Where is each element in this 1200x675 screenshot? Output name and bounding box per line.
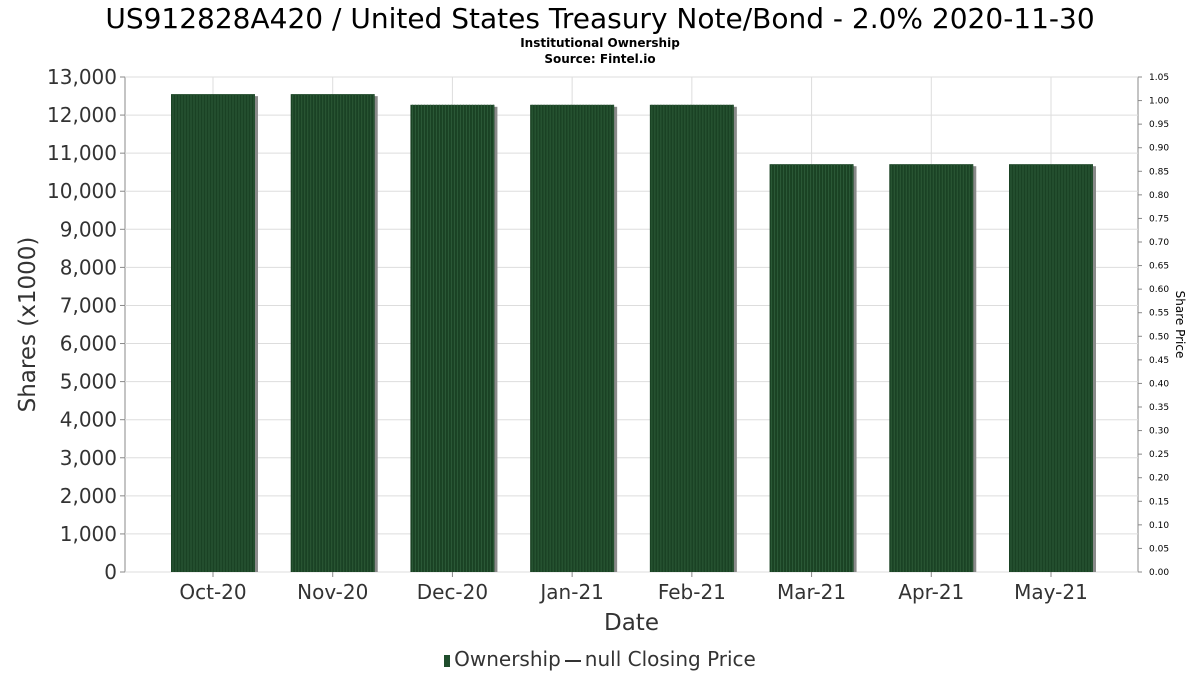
- y2-tick-label: 0.25: [1149, 450, 1169, 460]
- x-tick-label: Nov-20: [297, 580, 368, 604]
- y-tick-label: 10,000: [47, 179, 117, 203]
- y2-tick-label: 0.90: [1149, 144, 1169, 154]
- x-tick-label: Dec-20: [417, 580, 488, 604]
- y-tick-label: 2,000: [60, 484, 117, 508]
- bar-texture: [651, 104, 734, 572]
- bar-texture: [531, 104, 614, 572]
- x-tick-label: May-21: [1014, 580, 1088, 604]
- y2-tick-label: 0.20: [1149, 474, 1169, 484]
- y2-tick-label: 0.75: [1149, 214, 1169, 224]
- x-tick-label: Oct-20: [179, 580, 246, 604]
- y2-tick-label: 0.95: [1149, 120, 1169, 130]
- y2-tick-label: 0.65: [1149, 262, 1169, 272]
- price-legend-label: null Closing Price: [584, 647, 756, 671]
- bar-texture: [172, 94, 255, 572]
- y-tick-label: 12,000: [47, 103, 117, 127]
- y2-tick-label: 0.30: [1149, 427, 1169, 437]
- y2-tick-label: 1.05: [1149, 73, 1169, 83]
- price-legend-line: [564, 659, 581, 662]
- y-tick-label: 4,000: [60, 408, 117, 432]
- y2-tick-label: 0.60: [1149, 285, 1169, 295]
- y-tick-label: 0: [104, 560, 117, 584]
- y-tick-label: 1,000: [60, 522, 117, 546]
- y-tick-label: 5,000: [60, 370, 117, 394]
- y2-tick-label: 0.00: [1149, 568, 1169, 578]
- y-tick-label: 7,000: [60, 293, 117, 317]
- chart-source: Source: Fintel.io: [544, 52, 656, 66]
- chart-title: US912828A420 / United States Treasury No…: [105, 2, 1095, 35]
- chart-subtitle: Institutional Ownership: [520, 36, 680, 50]
- y2-tick-label: 0.45: [1149, 356, 1169, 366]
- y2-tick-label: 0.55: [1149, 309, 1169, 319]
- y2-tick-label: 0.85: [1149, 167, 1169, 177]
- y-tick-label: 13,000: [47, 65, 117, 89]
- bar-texture: [771, 164, 854, 572]
- ownership-legend-swatch: [444, 654, 451, 667]
- y2-tick-label: 0.15: [1149, 497, 1169, 507]
- bar-texture: [292, 94, 375, 572]
- x-tick-label: Mar-21: [777, 580, 846, 604]
- y2-tick-label: 0.05: [1149, 544, 1169, 554]
- y-tick-label: 8,000: [60, 255, 117, 279]
- plot-area: [124, 76, 1139, 573]
- x-tick-label: Jan-21: [538, 580, 604, 604]
- y2-axis-label: Share Price: [1173, 291, 1187, 359]
- x-axis-label: Date: [604, 610, 659, 636]
- y2-tick-label: 0.10: [1149, 521, 1169, 531]
- y-tick-label: 3,000: [60, 446, 117, 470]
- y2-tick-label: 0.50: [1149, 332, 1169, 342]
- chart-legend: Ownership null Closing Price: [0, 647, 1200, 671]
- y2-tick-label: 0.35: [1149, 403, 1169, 413]
- y2-tick-label: 0.80: [1149, 191, 1169, 201]
- y-axis-label: Shares (x1000): [15, 237, 41, 413]
- y2-tick-label: 0.70: [1149, 238, 1169, 248]
- y-tick-label: 9,000: [60, 217, 117, 241]
- ownership-legend-label: Ownership: [454, 647, 561, 671]
- bar-texture: [1010, 164, 1093, 572]
- y-tick-label: 6,000: [60, 332, 117, 356]
- x-tick-label: Feb-21: [658, 580, 726, 604]
- x-tick-label: Apr-21: [898, 580, 964, 604]
- bar-texture: [411, 104, 494, 572]
- y-tick-label: 11,000: [47, 141, 117, 165]
- y2-tick-label: 1.00: [1149, 97, 1169, 107]
- y2-tick-label: 0.40: [1149, 379, 1169, 389]
- bar-texture: [890, 164, 973, 572]
